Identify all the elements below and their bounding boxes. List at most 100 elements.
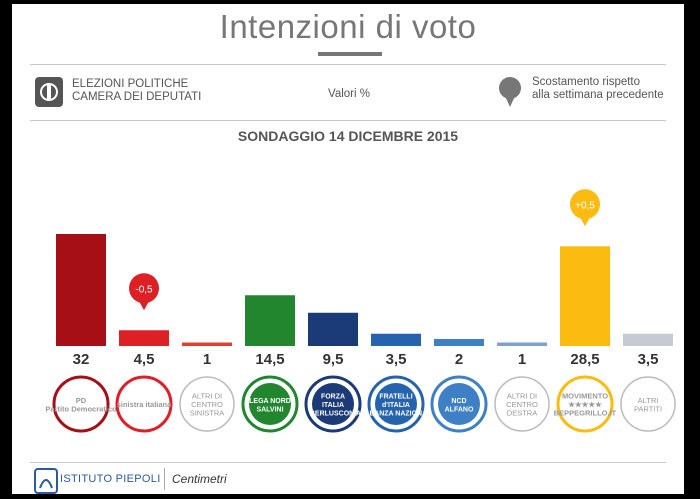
logo-text-m5s-2: BEPPEGRILLO.IT — [554, 409, 617, 418]
bar-fi — [308, 312, 358, 346]
bar-altri_cd — [497, 342, 547, 346]
bar-altri — [623, 333, 673, 346]
value-label-fi: 9,5 — [323, 351, 344, 368]
value-label-altri: 3,5 — [638, 351, 659, 368]
party-logo-m5s: MOVIMENTO★★★★★BEPPEGRILLO.IT — [554, 375, 617, 433]
logo-text-altri_cd-1: CENTRO — [506, 400, 538, 409]
footer-divider — [30, 462, 666, 463]
logo-fill-fdi — [375, 383, 417, 425]
subtitle-divider — [30, 120, 666, 121]
party-logo-si: sinistra italiana — [115, 375, 173, 433]
logo-ring-altri_cs — [179, 376, 235, 432]
value-label-altri_cd: 1 — [518, 351, 526, 368]
election-label: ELEZIONI POLITICHE CAMERA DEI DEPUTATI — [72, 78, 201, 104]
logo-text-m5s-1: ★★★★★ — [568, 400, 603, 409]
logo-text-fdi-2: ALLEANZA NAZIONALE — [356, 411, 437, 418]
bar-lega — [245, 295, 295, 346]
logo-text-pd-1: Partito Democratico — [45, 404, 117, 413]
delta-label-si: -0,5 — [135, 284, 153, 295]
logo-ring-altri — [620, 376, 676, 432]
delta-marker-si: -0,5 — [129, 273, 159, 311]
bar-fdi — [371, 333, 421, 346]
footer-separator — [164, 468, 165, 490]
logo-text-altri_cd-2: DESTRA — [507, 409, 537, 418]
logo-fill-m5s — [564, 383, 606, 425]
legend-label: Scostamento rispetto alla settimana prec… — [532, 76, 664, 102]
legend-line-2: alla settimana precedente — [532, 89, 664, 101]
piepoli-logo-icon — [34, 468, 58, 494]
logo-fill-si — [123, 383, 165, 425]
logo-text-altri-1: PARTITI — [634, 404, 662, 413]
logo-text-altri-0: ALTRI — [638, 396, 659, 405]
value-label-fdi: 3,5 — [386, 351, 407, 368]
logo-text-lega-1: SALVINI — [256, 406, 283, 413]
piepoli-brand: ISTITUTO PIEPOLI — [60, 473, 161, 485]
delta-pin-tip-si — [138, 299, 150, 311]
bar-pd — [56, 234, 106, 346]
bar-ncd — [434, 339, 484, 346]
logo-fill-lega — [249, 383, 291, 425]
map-pin-icon — [499, 77, 521, 107]
logo-text-fi-0: FORZA — [321, 394, 345, 401]
logo-text-fi-1: ITALIA — [322, 402, 344, 409]
delta-pin-tip-m5s — [579, 215, 591, 227]
logo-text-altri_cs-2: SINISTRA — [190, 409, 225, 418]
title-underline — [318, 52, 382, 56]
bar-altri_cs — [182, 342, 232, 346]
logo-ring-altri_cd — [494, 376, 550, 432]
logo-text-pd-0: PD — [76, 396, 87, 405]
delta-marker-m5s: +0,5 — [570, 189, 600, 227]
chart-title: Intenzioni di voto — [219, 8, 477, 45]
value-label-si: 4,5 — [134, 351, 155, 368]
logo-fill-pd — [60, 383, 102, 425]
delta-pin-si — [129, 273, 159, 304]
logo-text-altri_cs-1: CENTRO — [191, 400, 223, 409]
delta-pin-m5s — [570, 189, 600, 220]
parliament-icon — [35, 77, 63, 107]
logo-fill-ncd — [438, 383, 480, 425]
bar-m5s — [560, 246, 610, 346]
logo-text-fdi-1: d'ITALIA — [382, 402, 410, 409]
chart-subtitle: SONDAGGIO 14 DICEMBRE 2015 — [237, 128, 459, 144]
logo-text-m5s-0: MOVIMENTO — [562, 392, 608, 401]
value-label-altri_cs: 1 — [203, 351, 211, 368]
value-label-m5s: 28,5 — [570, 351, 599, 368]
legend-line-1: Scostamento rispetto — [532, 76, 641, 88]
header-divider — [30, 64, 666, 65]
value-label-pd: 32 — [73, 351, 90, 368]
bar-si — [119, 330, 169, 346]
logo-text-fdi-0: FRATELLI — [379, 394, 412, 401]
logo-text-si-0: sinistra italiana — [117, 400, 172, 409]
logo-text-lega-0: LEGA NORD — [249, 398, 291, 405]
logo-text-ncd-0: NCD — [451, 398, 466, 405]
value-label-ncd: 2 — [455, 351, 463, 368]
election-line-2: CAMERA DEI DEPUTATI — [72, 91, 202, 103]
logo-text-fi-2: BERLUSCONI — [310, 411, 356, 418]
bar-group-si: 4,5 -0,5 sinistra italiana — [115, 273, 173, 433]
delta-label-m5s: +0,5 — [575, 200, 595, 211]
value-label-lega: 14,5 — [255, 351, 284, 368]
unit-label: Valori % — [328, 88, 370, 100]
logo-text-altri_cs-0: ALTRI DI — [192, 392, 222, 401]
election-line-1: ELEZIONI POLITICHE — [72, 78, 189, 90]
centimetri-brand: Centimetri — [172, 472, 227, 486]
logo-text-altri_cd-0: ALTRI DI — [507, 392, 537, 401]
infographic-frame: Intenzioni di voto ELEZIONI POLITICHE CA… — [12, 4, 684, 494]
bar-group-m5s: 28,5 +0,5 MOVIMENTO★★★★★BEPPEGRILLO.IT — [554, 189, 617, 433]
